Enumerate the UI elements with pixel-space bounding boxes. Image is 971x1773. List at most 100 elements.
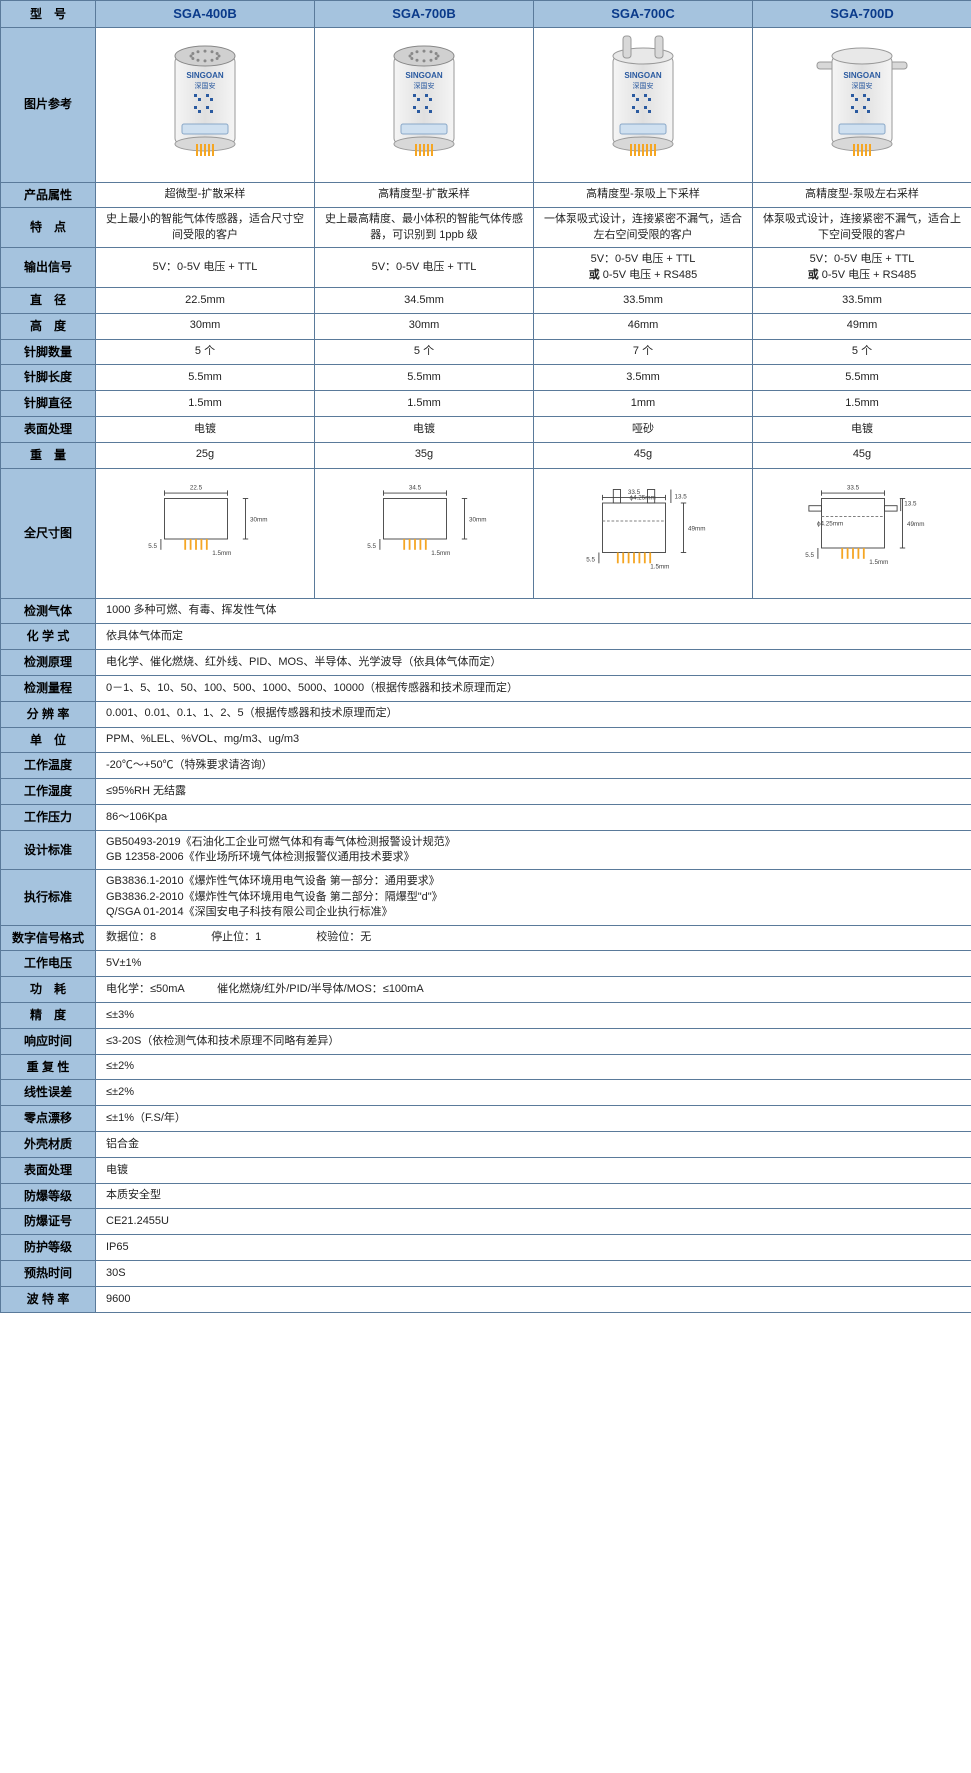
full-label-19: 外壳材质 (1, 1132, 96, 1158)
full-val-9: GB50493-2019《石油化工企业可燃气体和有毒气体检测报警设计规范》GB … (96, 830, 971, 870)
full-label-10: 执行标准 (1, 870, 96, 925)
cell-4-2: 46mm (534, 313, 753, 339)
row-label-0: 产品属性 (1, 182, 96, 208)
full-val-22: CE21.2455U (96, 1209, 971, 1235)
cell-1-1: 史上最高精度、最小体积的智能气体传感器，可识别到 1ppb 级 (315, 208, 534, 248)
cell-0-1: 高精度型-扩散采样 (315, 182, 534, 208)
row-label-4: 高 度 (1, 313, 96, 339)
full-val-2: 电化学、催化燃烧、红外线、PID、MOS、半导体、光学波导（依具体气体而定） (96, 650, 971, 676)
full-val-0: 1000 多种可燃、有毒、挥发性气体 (96, 598, 971, 624)
dim-label: 全尺寸图 (1, 468, 96, 598)
full-label-14: 精 度 (1, 1003, 96, 1029)
product-image-0: SINGOAN 深国安 (96, 28, 315, 182)
svg-text:1.5mm: 1.5mm (650, 564, 669, 571)
full-label-4: 分 辨 率 (1, 701, 96, 727)
svg-text:5.5: 5.5 (586, 557, 595, 564)
svg-text:SINGOAN: SINGOAN (405, 71, 443, 80)
full-val-7: ≤95%RH 无结露 (96, 779, 971, 805)
full-label-20: 表面处理 (1, 1157, 96, 1183)
cell-4-1: 30mm (315, 313, 534, 339)
cell-6-0: 5.5mm (96, 365, 315, 391)
full-val-19: 铝合金 (96, 1132, 971, 1158)
full-val-3: 0－1、5、10、50、100、500、1000、5000、10000（根据传感… (96, 675, 971, 701)
svg-text:深国安: 深国安 (195, 81, 216, 90)
cell-4-3: 49mm (753, 313, 971, 339)
cell-8-3: 电镀 (753, 416, 971, 442)
full-label-9: 设计标准 (1, 830, 96, 870)
product-image-3: SINGOAN 深国安 (753, 28, 971, 182)
row-label-2: 输出信号 (1, 248, 96, 288)
svg-text:49mm: 49mm (907, 521, 925, 528)
full-label-1: 化 学 式 (1, 624, 96, 650)
full-label-0: 检测气体 (1, 598, 96, 624)
row-label-8: 表面处理 (1, 416, 96, 442)
full-label-18: 零点漂移 (1, 1106, 96, 1132)
svg-text:SINGOAN: SINGOAN (843, 71, 881, 80)
full-val-6: -20℃～+50℃（特殊要求请咨询） (96, 753, 971, 779)
row-label-1: 特 点 (1, 208, 96, 248)
cell-2-0: 5V：0-5V 电压 + TTL (96, 248, 315, 288)
product-image-2: SINGOAN 深国安 (534, 28, 753, 182)
svg-text:ϕ4.25mm: ϕ4.25mm (817, 521, 843, 528)
cell-1-3: 体泵吸式设计，连接紧密不漏气，适合上下空间受限的客户 (753, 208, 971, 248)
model-header-2: SGA-700C (534, 1, 753, 28)
svg-text:1.5mm: 1.5mm (869, 560, 888, 567)
cell-3-3: 33.5mm (753, 287, 971, 313)
cell-1-2: 一体泵吸式设计，连接紧密不漏气，适合左右空间受限的客户 (534, 208, 753, 248)
model-header-1: SGA-700B (315, 1, 534, 28)
full-val-14: ≤±3% (96, 1003, 971, 1029)
full-label-22: 防爆证号 (1, 1209, 96, 1235)
product-image-1: SINGOAN 深国安 (315, 28, 534, 182)
full-label-3: 检测量程 (1, 675, 96, 701)
full-label-13: 功 耗 (1, 977, 96, 1003)
cell-2-3: 5V：0-5V 电压 + TTL或 0-5V 电压 + RS485 (753, 248, 971, 288)
model-header-0: SGA-400B (96, 1, 315, 28)
full-label-12: 工作电压 (1, 951, 96, 977)
svg-text:33.5: 33.5 (847, 485, 860, 492)
svg-text:13.5: 13.5 (675, 494, 688, 501)
dim-drawing-1: 34.5 30mm 5.5 1.5mm (315, 468, 534, 598)
cell-2-2: 5V：0-5V 电压 + TTL或 0-5V 电压 + RS485 (534, 248, 753, 288)
svg-text:深国安: 深国安 (852, 81, 873, 90)
cell-7-2: 1mm (534, 391, 753, 417)
image-ref-label: 图片参考 (1, 28, 96, 182)
cell-5-2: 7 个 (534, 339, 753, 365)
svg-text:34.5: 34.5 (409, 485, 422, 492)
svg-text:SINGOAN: SINGOAN (186, 71, 224, 80)
dim-drawing-2: 33.5 ϕ4.25mm 13.5 49mm 5.5 1.5mm (534, 468, 753, 598)
cell-8-2: 哑砂 (534, 416, 753, 442)
svg-text:30mm: 30mm (469, 517, 487, 524)
svg-text:深国安: 深国安 (633, 81, 654, 90)
dim-drawing-3: 33.5 ϕ4.25mm 13.5 49mm 5.5 1.5mm (753, 468, 971, 598)
svg-text:22.5: 22.5 (190, 485, 203, 492)
row-label-9: 重 量 (1, 442, 96, 468)
svg-text:49mm: 49mm (688, 526, 706, 533)
full-label-7: 工作湿度 (1, 779, 96, 805)
svg-text:5.5: 5.5 (148, 543, 157, 550)
cell-5-1: 5 个 (315, 339, 534, 365)
cell-5-3: 5 个 (753, 339, 971, 365)
full-val-10: GB3836.1-2010《爆炸性气体环境用电气设备 第一部分：通用要求》GB3… (96, 870, 971, 925)
full-val-16: ≤±2% (96, 1054, 971, 1080)
full-label-6: 工作温度 (1, 753, 96, 779)
full-label-5: 单 位 (1, 727, 96, 753)
full-label-16: 重 复 性 (1, 1054, 96, 1080)
full-val-18: ≤±1%（F.S/年） (96, 1106, 971, 1132)
cell-3-2: 33.5mm (534, 287, 753, 313)
row-label-5: 针脚数量 (1, 339, 96, 365)
svg-text:5.5: 5.5 (367, 543, 376, 550)
cell-9-1: 35g (315, 442, 534, 468)
svg-text:1.5mm: 1.5mm (431, 551, 450, 558)
full-label-11: 数字信号格式 (1, 925, 96, 951)
cell-9-2: 45g (534, 442, 753, 468)
full-val-24: 30S (96, 1261, 971, 1287)
full-val-20: 电镀 (96, 1157, 971, 1183)
svg-text:ϕ4.25mm: ϕ4.25mm (630, 495, 656, 502)
cell-0-0: 超微型-扩散采样 (96, 182, 315, 208)
svg-text:13.5: 13.5 (904, 501, 917, 508)
svg-text:5.5: 5.5 (805, 552, 814, 559)
cell-6-2: 3.5mm (534, 365, 753, 391)
cell-3-1: 34.5mm (315, 287, 534, 313)
spec-table: 型 号SGA-400BSGA-700BSGA-700CSGA-700D图片参考 … (0, 0, 971, 1313)
full-val-8: 86～106Kpa (96, 804, 971, 830)
